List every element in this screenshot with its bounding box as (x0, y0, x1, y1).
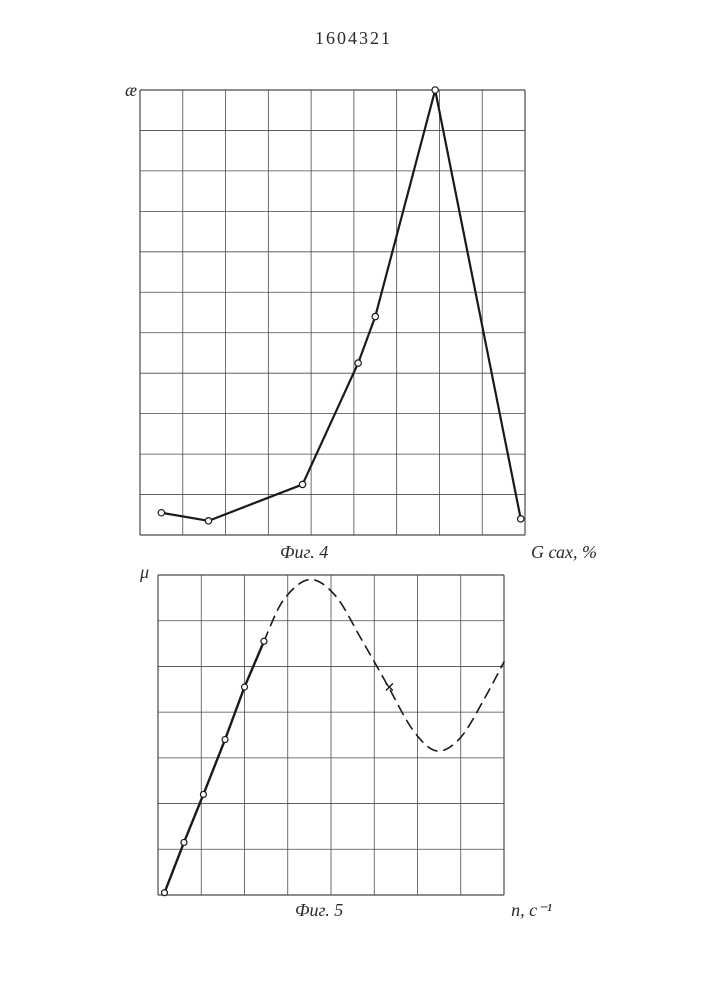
chart1 (140, 87, 525, 535)
plot-canvas (0, 0, 707, 1000)
chart2 (158, 575, 504, 896)
